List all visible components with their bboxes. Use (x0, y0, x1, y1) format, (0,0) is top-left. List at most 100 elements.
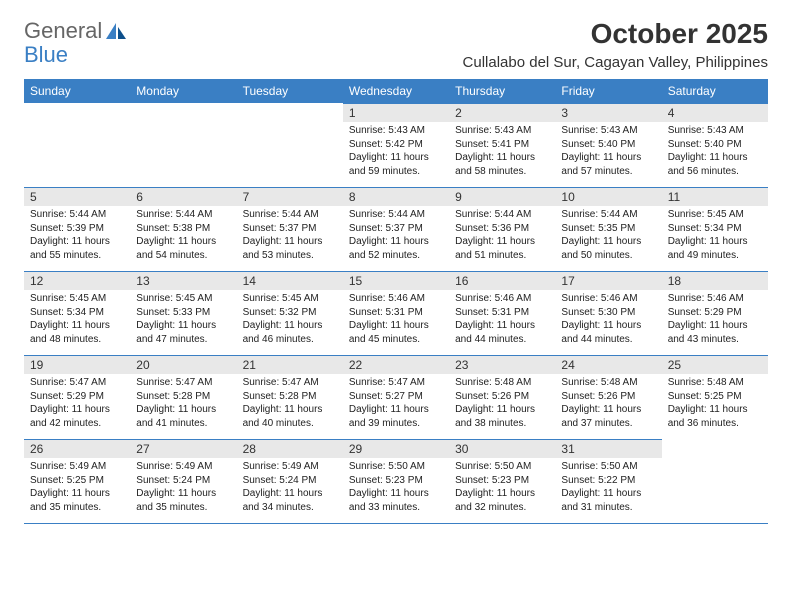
sunset-text: Sunset: 5:30 PM (561, 306, 655, 320)
day-details: Sunrise: 5:50 AMSunset: 5:23 PMDaylight:… (449, 458, 555, 518)
calendar-day-cell: 18Sunrise: 5:46 AMSunset: 5:29 PMDayligh… (662, 271, 768, 355)
day-number: 31 (555, 439, 661, 458)
day-number: 30 (449, 439, 555, 458)
day-number: 1 (343, 103, 449, 122)
calendar-day-cell: 23Sunrise: 5:48 AMSunset: 5:26 PMDayligh… (449, 355, 555, 439)
sunrise-text: Sunrise: 5:43 AM (455, 124, 549, 138)
sunset-text: Sunset: 5:28 PM (243, 390, 337, 404)
weekday-header: Saturday (662, 79, 768, 103)
daylight-text: Daylight: 11 hours and 51 minutes. (455, 235, 549, 262)
day-number: 19 (24, 355, 130, 374)
day-number: 5 (24, 187, 130, 206)
calendar-day-cell (24, 103, 130, 187)
daylight-text: Daylight: 11 hours and 57 minutes. (561, 151, 655, 178)
sunrise-text: Sunrise: 5:45 AM (30, 292, 124, 306)
calendar-day-cell: 21Sunrise: 5:47 AMSunset: 5:28 PMDayligh… (237, 355, 343, 439)
sunrise-text: Sunrise: 5:43 AM (349, 124, 443, 138)
daylight-text: Daylight: 11 hours and 46 minutes. (243, 319, 337, 346)
brand-text-general: General (24, 18, 102, 44)
sunset-text: Sunset: 5:25 PM (668, 390, 762, 404)
calendar-head: Sunday Monday Tuesday Wednesday Thursday… (24, 79, 768, 103)
daylight-text: Daylight: 11 hours and 50 minutes. (561, 235, 655, 262)
daylight-text: Daylight: 11 hours and 47 minutes. (136, 319, 230, 346)
calendar-day-cell: 29Sunrise: 5:50 AMSunset: 5:23 PMDayligh… (343, 439, 449, 523)
sunrise-text: Sunrise: 5:44 AM (561, 208, 655, 222)
sunrise-text: Sunrise: 5:50 AM (349, 460, 443, 474)
sunrise-text: Sunrise: 5:47 AM (349, 376, 443, 390)
calendar-day-cell: 30Sunrise: 5:50 AMSunset: 5:23 PMDayligh… (449, 439, 555, 523)
daylight-text: Daylight: 11 hours and 41 minutes. (136, 403, 230, 430)
day-number: 9 (449, 187, 555, 206)
calendar-day-cell: 13Sunrise: 5:45 AMSunset: 5:33 PMDayligh… (130, 271, 236, 355)
day-number: 22 (343, 355, 449, 374)
calendar-table: Sunday Monday Tuesday Wednesday Thursday… (24, 79, 768, 524)
calendar-day-cell: 7Sunrise: 5:44 AMSunset: 5:37 PMDaylight… (237, 187, 343, 271)
daylight-text: Daylight: 11 hours and 43 minutes. (668, 319, 762, 346)
daylight-text: Daylight: 11 hours and 56 minutes. (668, 151, 762, 178)
calendar-week-row: 1Sunrise: 5:43 AMSunset: 5:42 PMDaylight… (24, 103, 768, 187)
calendar-day-cell: 15Sunrise: 5:46 AMSunset: 5:31 PMDayligh… (343, 271, 449, 355)
daylight-text: Daylight: 11 hours and 48 minutes. (30, 319, 124, 346)
day-number: 8 (343, 187, 449, 206)
sunset-text: Sunset: 5:31 PM (455, 306, 549, 320)
sunset-text: Sunset: 5:24 PM (136, 474, 230, 488)
sunrise-text: Sunrise: 5:44 AM (136, 208, 230, 222)
calendar-day-cell: 8Sunrise: 5:44 AMSunset: 5:37 PMDaylight… (343, 187, 449, 271)
daylight-text: Daylight: 11 hours and 33 minutes. (349, 487, 443, 514)
sunrise-text: Sunrise: 5:48 AM (455, 376, 549, 390)
day-details: Sunrise: 5:48 AMSunset: 5:25 PMDaylight:… (662, 374, 768, 434)
sunset-text: Sunset: 5:40 PM (668, 138, 762, 152)
sunset-text: Sunset: 5:32 PM (243, 306, 337, 320)
calendar-day-cell (130, 103, 236, 187)
page-header: General October 2025 Cullalabo del Sur, … (24, 18, 768, 71)
calendar-day-cell: 12Sunrise: 5:45 AMSunset: 5:34 PMDayligh… (24, 271, 130, 355)
daylight-text: Daylight: 11 hours and 42 minutes. (30, 403, 124, 430)
daylight-text: Daylight: 11 hours and 40 minutes. (243, 403, 337, 430)
weekday-header: Tuesday (237, 79, 343, 103)
calendar-day-cell: 11Sunrise: 5:45 AMSunset: 5:34 PMDayligh… (662, 187, 768, 271)
calendar-day-cell (237, 103, 343, 187)
calendar-week-row: 5Sunrise: 5:44 AMSunset: 5:39 PMDaylight… (24, 187, 768, 271)
calendar-day-cell: 28Sunrise: 5:49 AMSunset: 5:24 PMDayligh… (237, 439, 343, 523)
day-number: 15 (343, 271, 449, 290)
sunrise-text: Sunrise: 5:45 AM (243, 292, 337, 306)
sunset-text: Sunset: 5:29 PM (30, 390, 124, 404)
daylight-text: Daylight: 11 hours and 54 minutes. (136, 235, 230, 262)
day-details: Sunrise: 5:46 AMSunset: 5:29 PMDaylight:… (662, 290, 768, 350)
daylight-text: Daylight: 11 hours and 45 minutes. (349, 319, 443, 346)
sunrise-text: Sunrise: 5:44 AM (455, 208, 549, 222)
sunset-text: Sunset: 5:38 PM (136, 222, 230, 236)
day-details: Sunrise: 5:49 AMSunset: 5:24 PMDaylight:… (130, 458, 236, 518)
day-number: 28 (237, 439, 343, 458)
day-details: Sunrise: 5:44 AMSunset: 5:39 PMDaylight:… (24, 206, 130, 266)
sunset-text: Sunset: 5:35 PM (561, 222, 655, 236)
day-details: Sunrise: 5:50 AMSunset: 5:22 PMDaylight:… (555, 458, 661, 518)
month-title: October 2025 (463, 18, 768, 50)
daylight-text: Daylight: 11 hours and 35 minutes. (136, 487, 230, 514)
day-details: Sunrise: 5:45 AMSunset: 5:34 PMDaylight:… (662, 206, 768, 266)
day-number: 16 (449, 271, 555, 290)
title-block: October 2025 Cullalabo del Sur, Cagayan … (463, 18, 768, 71)
daylight-text: Daylight: 11 hours and 49 minutes. (668, 235, 762, 262)
sunset-text: Sunset: 5:27 PM (349, 390, 443, 404)
calendar-week-row: 12Sunrise: 5:45 AMSunset: 5:34 PMDayligh… (24, 271, 768, 355)
calendar-day-cell: 27Sunrise: 5:49 AMSunset: 5:24 PMDayligh… (130, 439, 236, 523)
sunset-text: Sunset: 5:23 PM (455, 474, 549, 488)
day-number: 10 (555, 187, 661, 206)
day-details: Sunrise: 5:45 AMSunset: 5:34 PMDaylight:… (24, 290, 130, 350)
sunrise-text: Sunrise: 5:46 AM (561, 292, 655, 306)
sunset-text: Sunset: 5:41 PM (455, 138, 549, 152)
sunrise-text: Sunrise: 5:49 AM (30, 460, 124, 474)
calendar-page: General October 2025 Cullalabo del Sur, … (0, 0, 792, 536)
sunrise-text: Sunrise: 5:46 AM (668, 292, 762, 306)
sunset-text: Sunset: 5:31 PM (349, 306, 443, 320)
day-details: Sunrise: 5:44 AMSunset: 5:37 PMDaylight:… (237, 206, 343, 266)
day-details: Sunrise: 5:46 AMSunset: 5:30 PMDaylight:… (555, 290, 661, 350)
sunset-text: Sunset: 5:26 PM (561, 390, 655, 404)
day-number: 23 (449, 355, 555, 374)
sunset-text: Sunset: 5:36 PM (455, 222, 549, 236)
calendar-day-cell: 4Sunrise: 5:43 AMSunset: 5:40 PMDaylight… (662, 103, 768, 187)
weekday-header: Thursday (449, 79, 555, 103)
daylight-text: Daylight: 11 hours and 37 minutes. (561, 403, 655, 430)
daylight-text: Daylight: 11 hours and 32 minutes. (455, 487, 549, 514)
